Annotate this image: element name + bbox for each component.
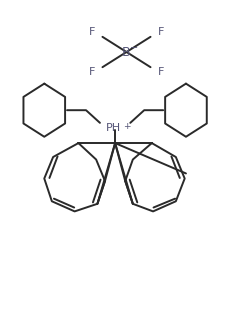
Text: F: F xyxy=(89,67,95,77)
Text: +: + xyxy=(122,122,130,131)
Text: PH: PH xyxy=(106,123,121,133)
Text: F: F xyxy=(89,27,95,37)
Text: B: B xyxy=(122,46,130,58)
Text: F: F xyxy=(157,27,163,37)
Text: −: − xyxy=(129,43,137,53)
Text: F: F xyxy=(157,67,163,77)
